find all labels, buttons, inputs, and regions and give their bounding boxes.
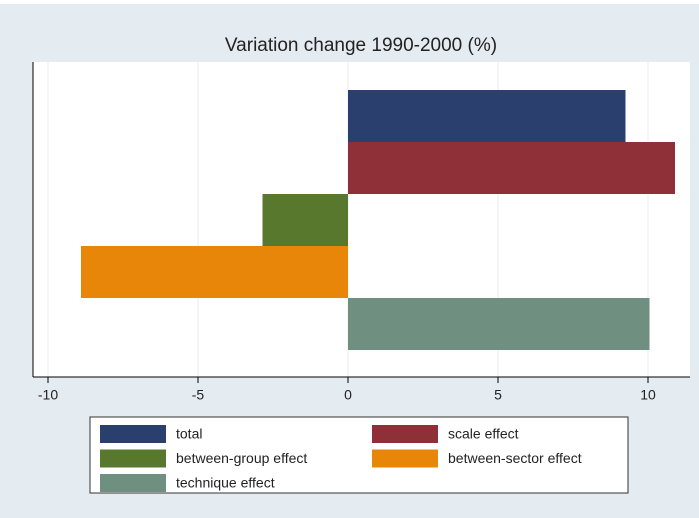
- x-tick-label: -5: [192, 387, 205, 403]
- x-tick-label: -10: [38, 387, 58, 403]
- legend-label: scale effect: [448, 426, 519, 442]
- bar: [262, 194, 348, 246]
- legend-swatch: [100, 474, 166, 492]
- legend: [89, 416, 629, 494]
- x-tick-label: 10: [640, 387, 656, 403]
- legend-label: between-sector effect: [448, 450, 582, 466]
- legend-label: between-group effect: [176, 450, 307, 466]
- legend-swatch: [100, 449, 166, 468]
- legend-swatch: [100, 425, 166, 443]
- bar: [348, 298, 650, 350]
- x-tick-label: 0: [344, 387, 352, 403]
- legend-swatch: [372, 425, 438, 443]
- top-strip: [0, 0, 699, 4]
- legend-swatch: [372, 449, 438, 468]
- x-tick-label: 5: [494, 387, 502, 403]
- bar: [348, 142, 675, 194]
- bar: [348, 90, 626, 142]
- legend-label: total: [176, 426, 202, 442]
- legend-label: technique effect: [176, 475, 275, 491]
- chart-title: Variation change 1990-2000 (%): [225, 35, 497, 56]
- bar: [81, 246, 348, 298]
